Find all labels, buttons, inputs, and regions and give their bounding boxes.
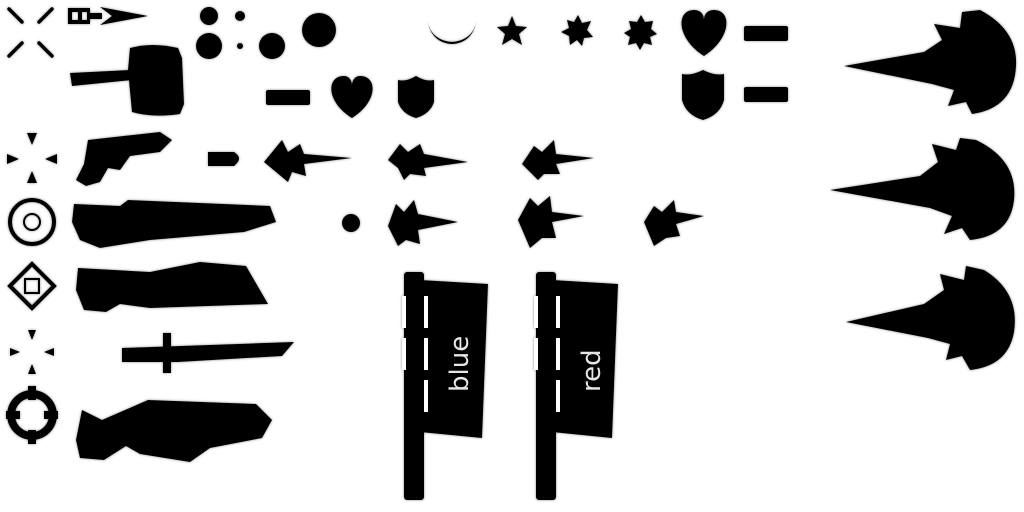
hammer-icon [70, 45, 184, 116]
pistol-icon [76, 132, 172, 186]
dot-crosshair-icon [10, 330, 54, 374]
heart-icon [331, 10, 727, 118]
x-crosshair-icon [7, 7, 54, 58]
particle-dot-icon [196, 7, 360, 232]
health-bar-icon [266, 26, 788, 105]
ring-crosshair-icon [8, 198, 56, 246]
red-flag-label: red [577, 349, 607, 392]
laser-rifle-icon [76, 400, 272, 462]
shotgun-icon [72, 200, 276, 248]
blue-flag-icon [402, 272, 488, 500]
moon-crescent-icon [262, 0, 476, 52]
red-flag-icon [534, 272, 618, 500]
muzzle-flash-small-icon [264, 140, 704, 248]
bullet-icon [208, 152, 239, 166]
circle-notch-crosshair-icon [6, 386, 58, 444]
rocket-icon [68, 7, 148, 25]
muzzle-flash-large-icon [830, 10, 1017, 370]
katana-icon [122, 333, 294, 373]
diamond-crosshair-icon [7, 261, 57, 311]
star-icon [497, 15, 657, 50]
grenade-launcher-icon [76, 262, 268, 312]
armor-shield-icon [398, 70, 724, 120]
four-point-crosshair-icon [7, 133, 57, 183]
blue-flag-label: blue [445, 336, 475, 392]
